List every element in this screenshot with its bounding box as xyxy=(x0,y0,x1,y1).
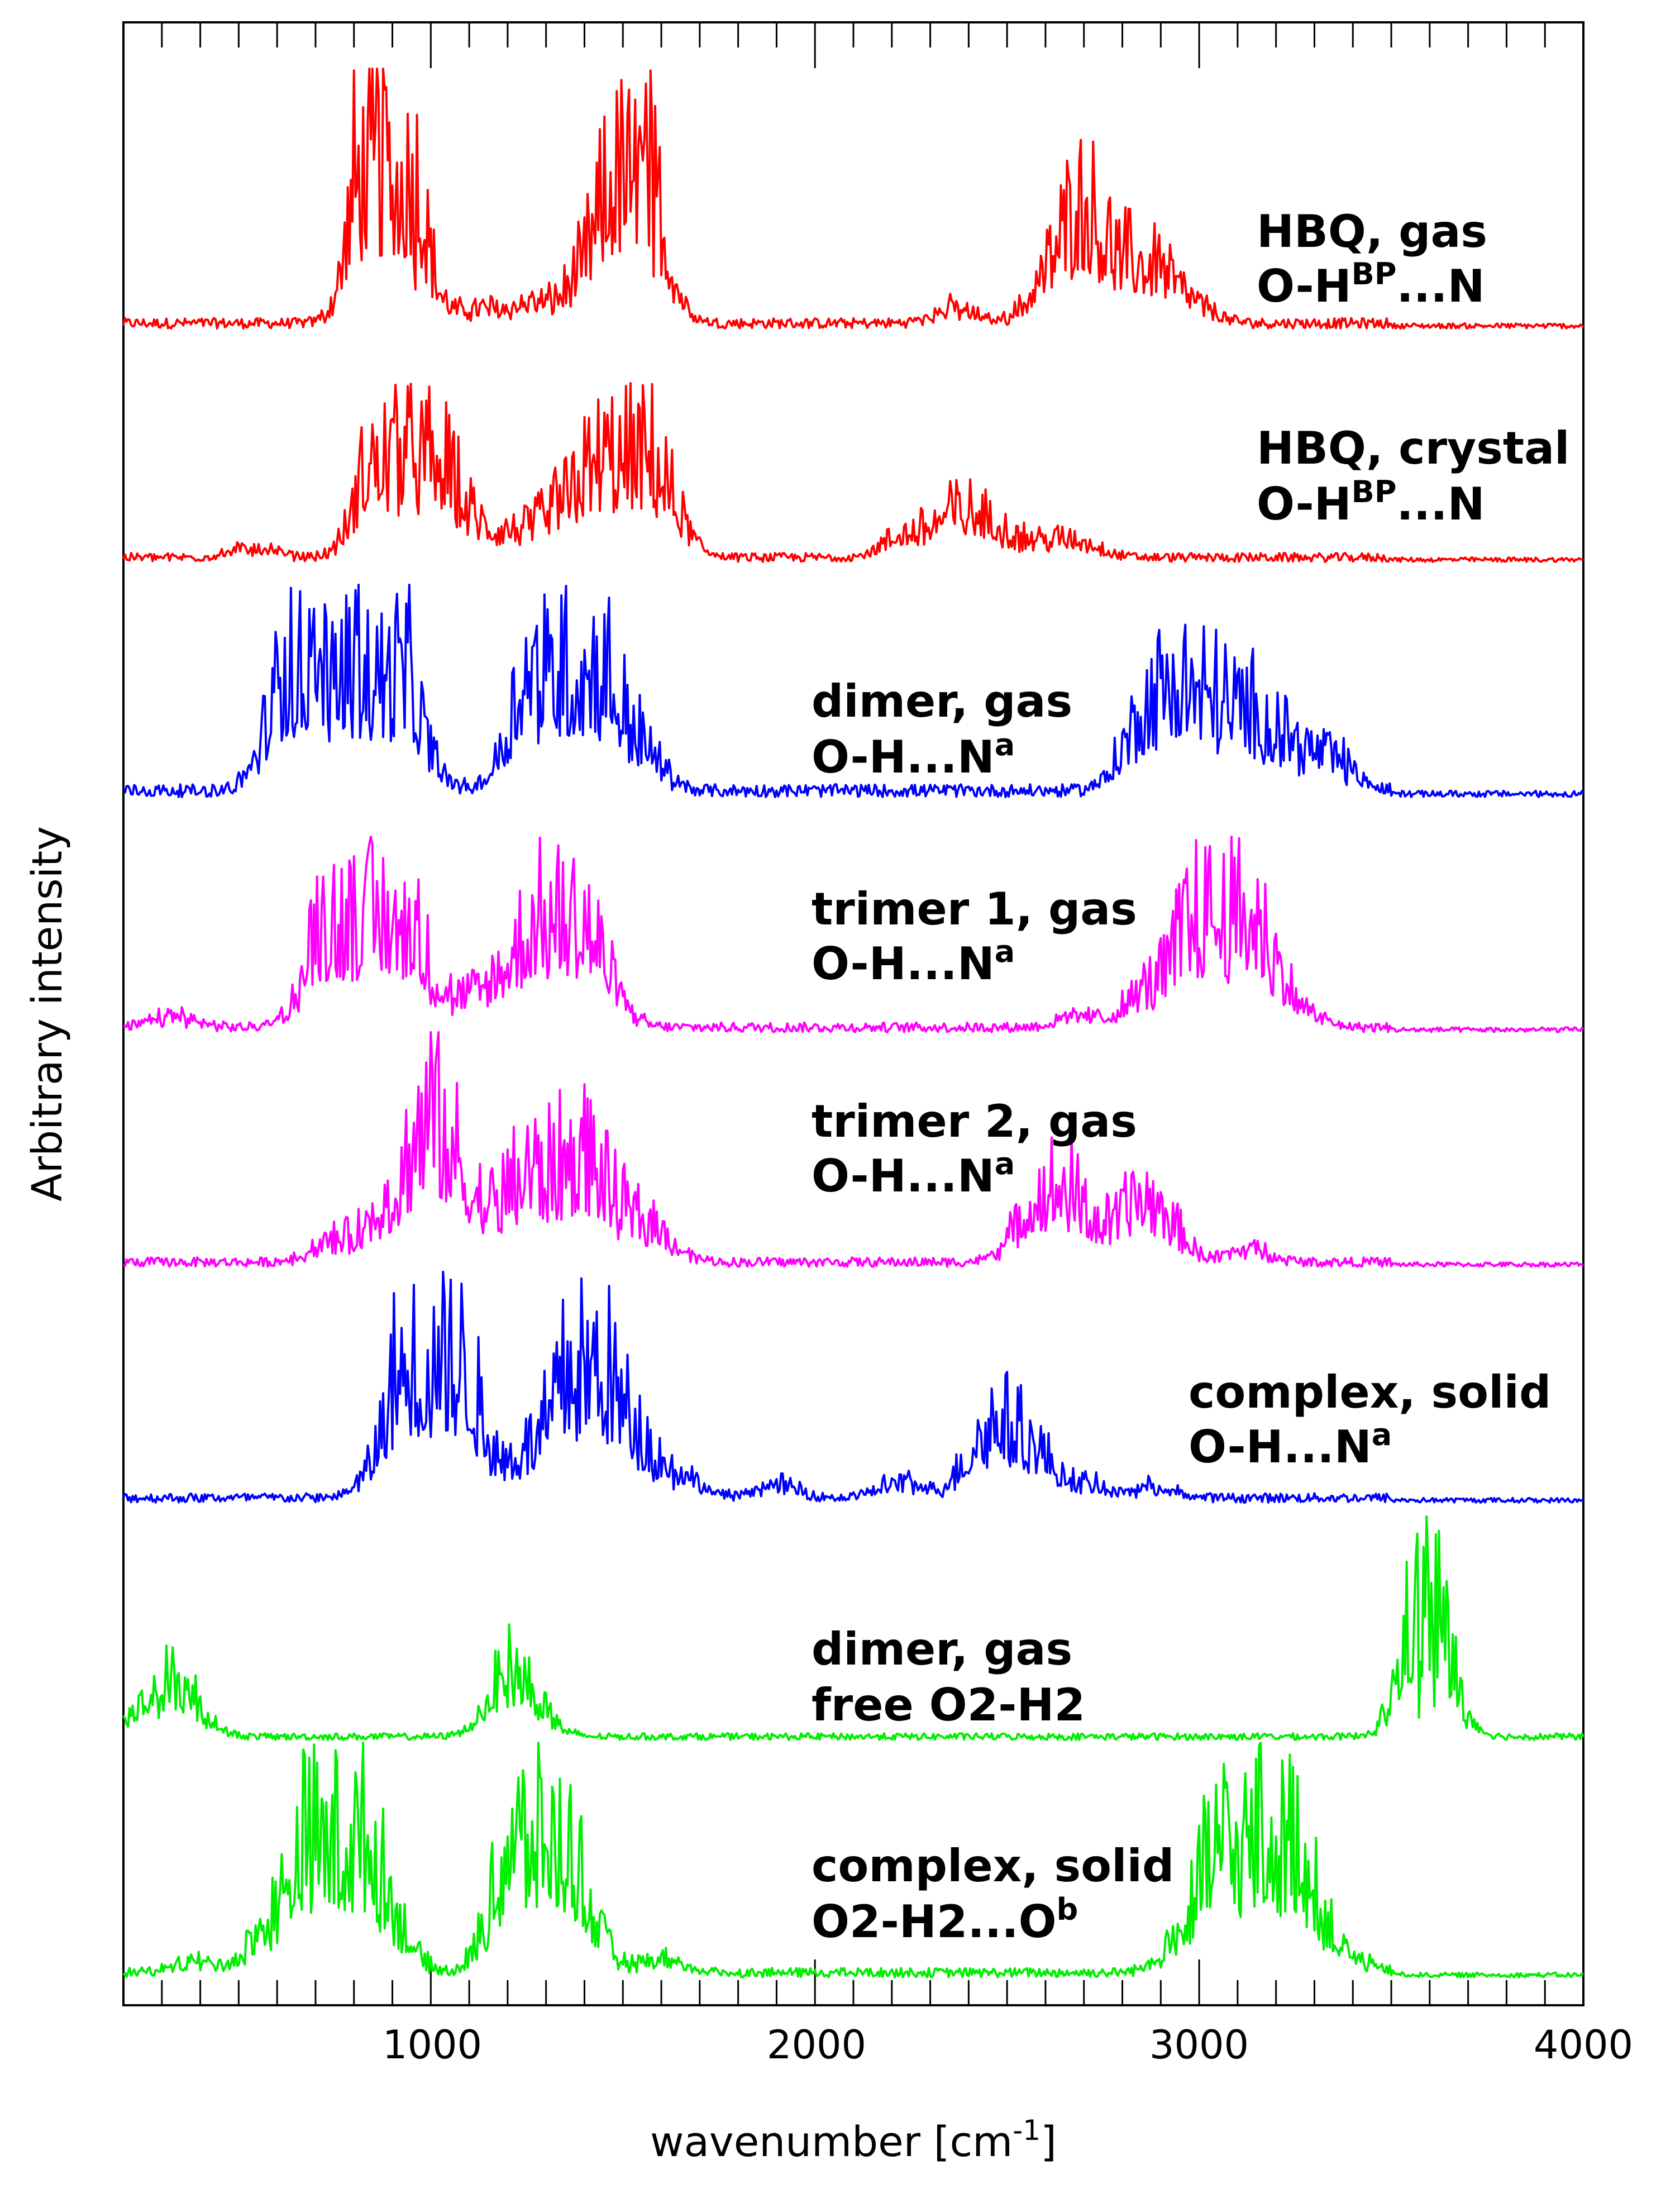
trace-label-dimer-gas-bond: O-H...Na xyxy=(812,727,1015,784)
trace-label-hbq-crystal-bond: O-HBP...N xyxy=(1257,474,1485,531)
trace-label-complex-solid-o-bond: O2-H2...Ob xyxy=(812,1892,1078,1948)
trace-label-trimer1-gas: trimer 1, gas xyxy=(812,883,1137,935)
spectrum-trace-5 xyxy=(123,1031,1584,1268)
spectrum-trace-8 xyxy=(122,1742,1584,1978)
trace-label-complex-solid-o: complex, solid xyxy=(812,1840,1174,1892)
trace-label-dimer-gas: dimer, gas xyxy=(812,675,1072,727)
bottom-ticks xyxy=(161,1959,1546,2005)
trace-label-hbq-gas: HBQ, gas xyxy=(1257,206,1487,258)
y-axis-title: Arbitrary intensity xyxy=(23,826,71,1201)
x-tick-label-1000: 1000 xyxy=(383,2022,482,2068)
trace-label-trimer2-gas-bond: O-H...Na xyxy=(812,1146,1015,1203)
spectrum-trace-3 xyxy=(123,584,1584,798)
x-tick-label-4000: 4000 xyxy=(1534,2022,1633,2068)
trace-label-dimer-gas-free: dimer, gas xyxy=(812,1623,1072,1675)
trace-label-trimer1-gas-bond: O-H...Na xyxy=(812,934,1015,990)
spectrum-trace-7 xyxy=(122,1515,1584,1741)
trace-label-complex-solid-bond: O-H...Na xyxy=(1189,1417,1392,1474)
spectrum-trace-4 xyxy=(123,836,1584,1033)
top-ticks xyxy=(161,22,1546,68)
x-tick-label-3000: 3000 xyxy=(1149,2022,1249,2068)
x-tick-label-2000: 2000 xyxy=(767,2022,866,2068)
trace-label-complex-solid: complex, solid xyxy=(1189,1366,1551,1418)
traces xyxy=(122,68,1584,1978)
spectrum-trace-1 xyxy=(122,68,1584,330)
trace-label-hbq-gas-bond: O-HBP...N xyxy=(1257,256,1485,313)
trace-label-dimer-gas-free-bond: free O2-H2 xyxy=(812,1679,1085,1731)
trace-label-trimer2-gas: trimer 2, gas xyxy=(812,1095,1137,1147)
spectrum-trace-2 xyxy=(122,382,1584,563)
x-axis-title: wavenumber [cm-1] xyxy=(650,2114,1057,2166)
trace-label-hbq-crystal: HBQ, crystal xyxy=(1257,422,1569,474)
spectrum-trace-6 xyxy=(122,1271,1584,1504)
